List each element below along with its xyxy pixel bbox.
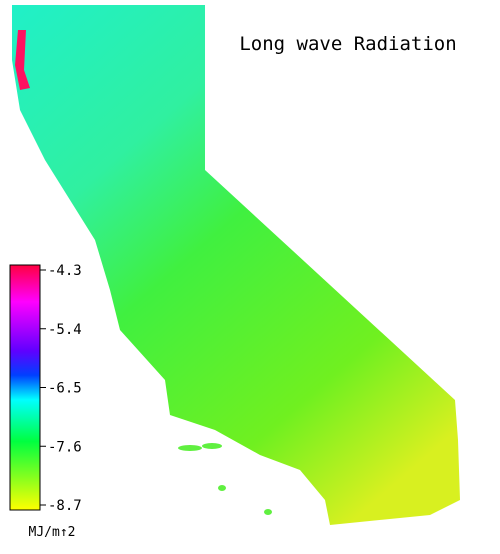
tick-label: -7.6 [48,439,82,455]
map-title: Long wave Radiation [239,33,456,55]
california-map [12,5,460,525]
colorbar-unit: MJ/m↑2 [29,525,76,540]
tick-label: -6.5 [48,381,82,397]
tick-label: -4.3 [48,263,82,279]
tick-label: -8.7 [48,498,82,514]
coast-high-values [15,30,30,90]
colorbar-ticks: -4.3 -5.4 -6.5 -7.6 -8.7 [40,263,82,514]
islands [178,443,272,515]
colorbar [9,264,41,511]
tick-label: -5.4 [48,322,82,338]
